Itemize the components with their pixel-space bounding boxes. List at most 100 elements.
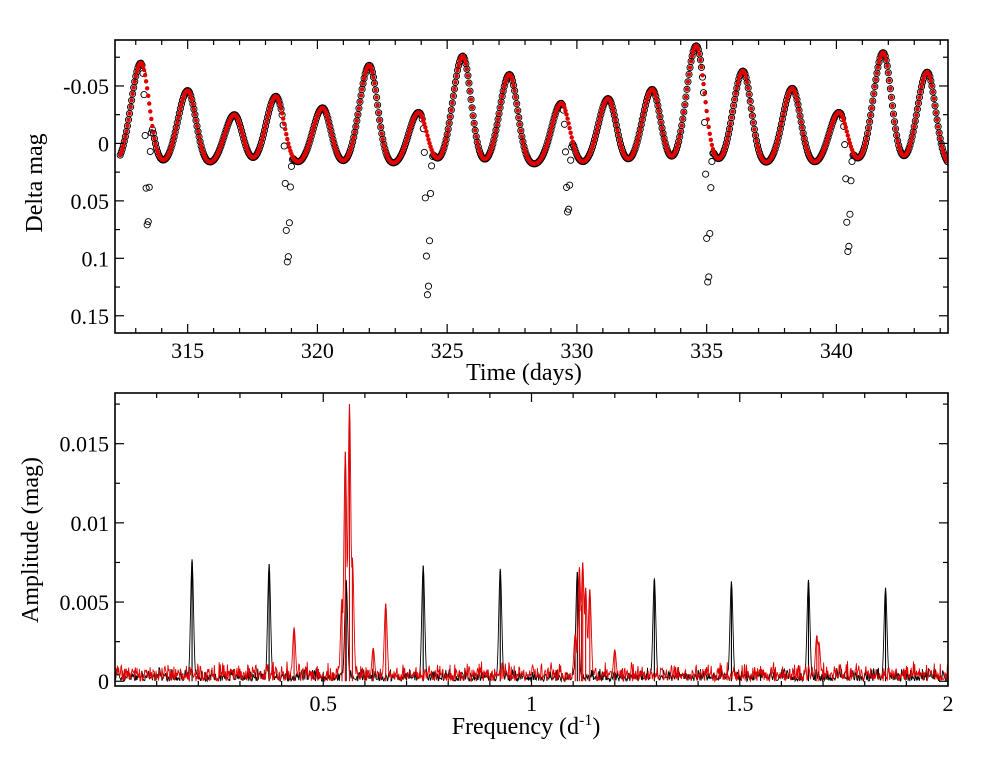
- x-tick-label: 330: [560, 338, 593, 363]
- model-point: [875, 65, 881, 70]
- observed-point: [472, 133, 480, 141]
- observed-point: [933, 116, 941, 124]
- periodogram-ylabel: Amplitude (mag): [18, 457, 44, 623]
- observed-point: [889, 110, 898, 118]
- model-point: [867, 119, 872, 124]
- model-point: [179, 102, 184, 107]
- model-point: [662, 140, 668, 146]
- model-point: [282, 121, 287, 127]
- observed-point: [866, 118, 874, 126]
- observed-point: [687, 57, 695, 65]
- model-point: [406, 131, 411, 136]
- model-point: [569, 135, 574, 140]
- model-point: [545, 139, 551, 144]
- model-point: [120, 147, 125, 152]
- observed-point: [890, 118, 899, 126]
- model-point: [873, 77, 879, 82]
- model-point: [276, 98, 282, 104]
- model-point: [615, 128, 620, 133]
- observed-point: [125, 109, 134, 118]
- model-point: [469, 105, 475, 110]
- model-point: [325, 115, 330, 121]
- model-point: [448, 114, 453, 119]
- observed-point: [421, 194, 429, 202]
- model-point: [687, 65, 693, 70]
- model-point: [641, 112, 646, 117]
- model-point: [467, 88, 473, 94]
- model-point: [777, 131, 782, 136]
- model-point: [934, 117, 940, 123]
- model-point: [826, 131, 832, 136]
- model-point: [842, 121, 847, 126]
- model-point: [152, 136, 157, 141]
- model-point: [324, 112, 329, 117]
- model-point: [371, 74, 376, 80]
- model-point: [938, 136, 943, 141]
- model-point: [279, 111, 285, 116]
- model-point: [893, 126, 898, 132]
- observed-point: [145, 183, 153, 191]
- model-point: [744, 80, 750, 85]
- model-point: [241, 136, 246, 141]
- model-point: [283, 126, 288, 132]
- model-point: [653, 94, 658, 99]
- model-point: [168, 145, 174, 151]
- model-point: [611, 108, 616, 113]
- model-point: [885, 63, 890, 69]
- model-point: [264, 119, 269, 124]
- model-point: [659, 125, 665, 131]
- model-point: [776, 135, 781, 141]
- observed-point: [518, 132, 526, 141]
- model-point: [618, 141, 623, 147]
- model-point: [489, 145, 494, 150]
- observed-point: [845, 242, 853, 250]
- model-point: [307, 137, 313, 143]
- model-point: [404, 138, 409, 143]
- model-point: [284, 132, 289, 137]
- observed-point: [371, 86, 380, 94]
- light-curve-xlabel: Time (days): [466, 360, 582, 386]
- observed-point: [498, 92, 506, 100]
- observed-point: [847, 177, 855, 185]
- observed-point: [704, 278, 712, 286]
- observed-point: [351, 128, 359, 136]
- observed-point: [127, 103, 135, 111]
- model-point: [239, 128, 244, 134]
- model-point: [522, 148, 528, 153]
- model-point: [449, 107, 454, 113]
- model-point: [656, 108, 662, 114]
- light-curve-panel: 315 320 325 330 335 340 -0.05 0 0.05 0.1 0.15 Time…: [22, 39, 949, 386]
- model-point: [258, 143, 263, 149]
- observed-point: [915, 93, 924, 101]
- model-point: [697, 51, 702, 57]
- observed-point: [280, 142, 288, 150]
- model-point: [355, 112, 361, 117]
- observed-point: [379, 135, 387, 143]
- model-point: [462, 57, 468, 62]
- model-point: [780, 116, 785, 122]
- observed-point: [682, 93, 690, 101]
- observed-point: [284, 253, 292, 261]
- model-point: [471, 121, 477, 126]
- observed-point: [843, 218, 851, 226]
- model-point: [710, 146, 716, 152]
- model-point: [140, 63, 146, 69]
- model-point: [920, 79, 925, 85]
- model-point: [450, 100, 455, 106]
- model-point: [655, 103, 661, 108]
- model-point: [121, 143, 126, 148]
- model-point: [263, 123, 268, 129]
- observed-point: [146, 147, 154, 156]
- observed-point: [565, 205, 573, 213]
- model-point: [772, 146, 778, 152]
- model-point: [886, 70, 891, 75]
- observed-point: [684, 78, 692, 86]
- observed-point: [512, 93, 520, 101]
- observed-point: [193, 122, 201, 130]
- model-point: [617, 137, 622, 142]
- model-point: [518, 128, 524, 133]
- model-point: [519, 134, 525, 139]
- model-point: [684, 87, 690, 92]
- observed-point: [930, 95, 938, 103]
